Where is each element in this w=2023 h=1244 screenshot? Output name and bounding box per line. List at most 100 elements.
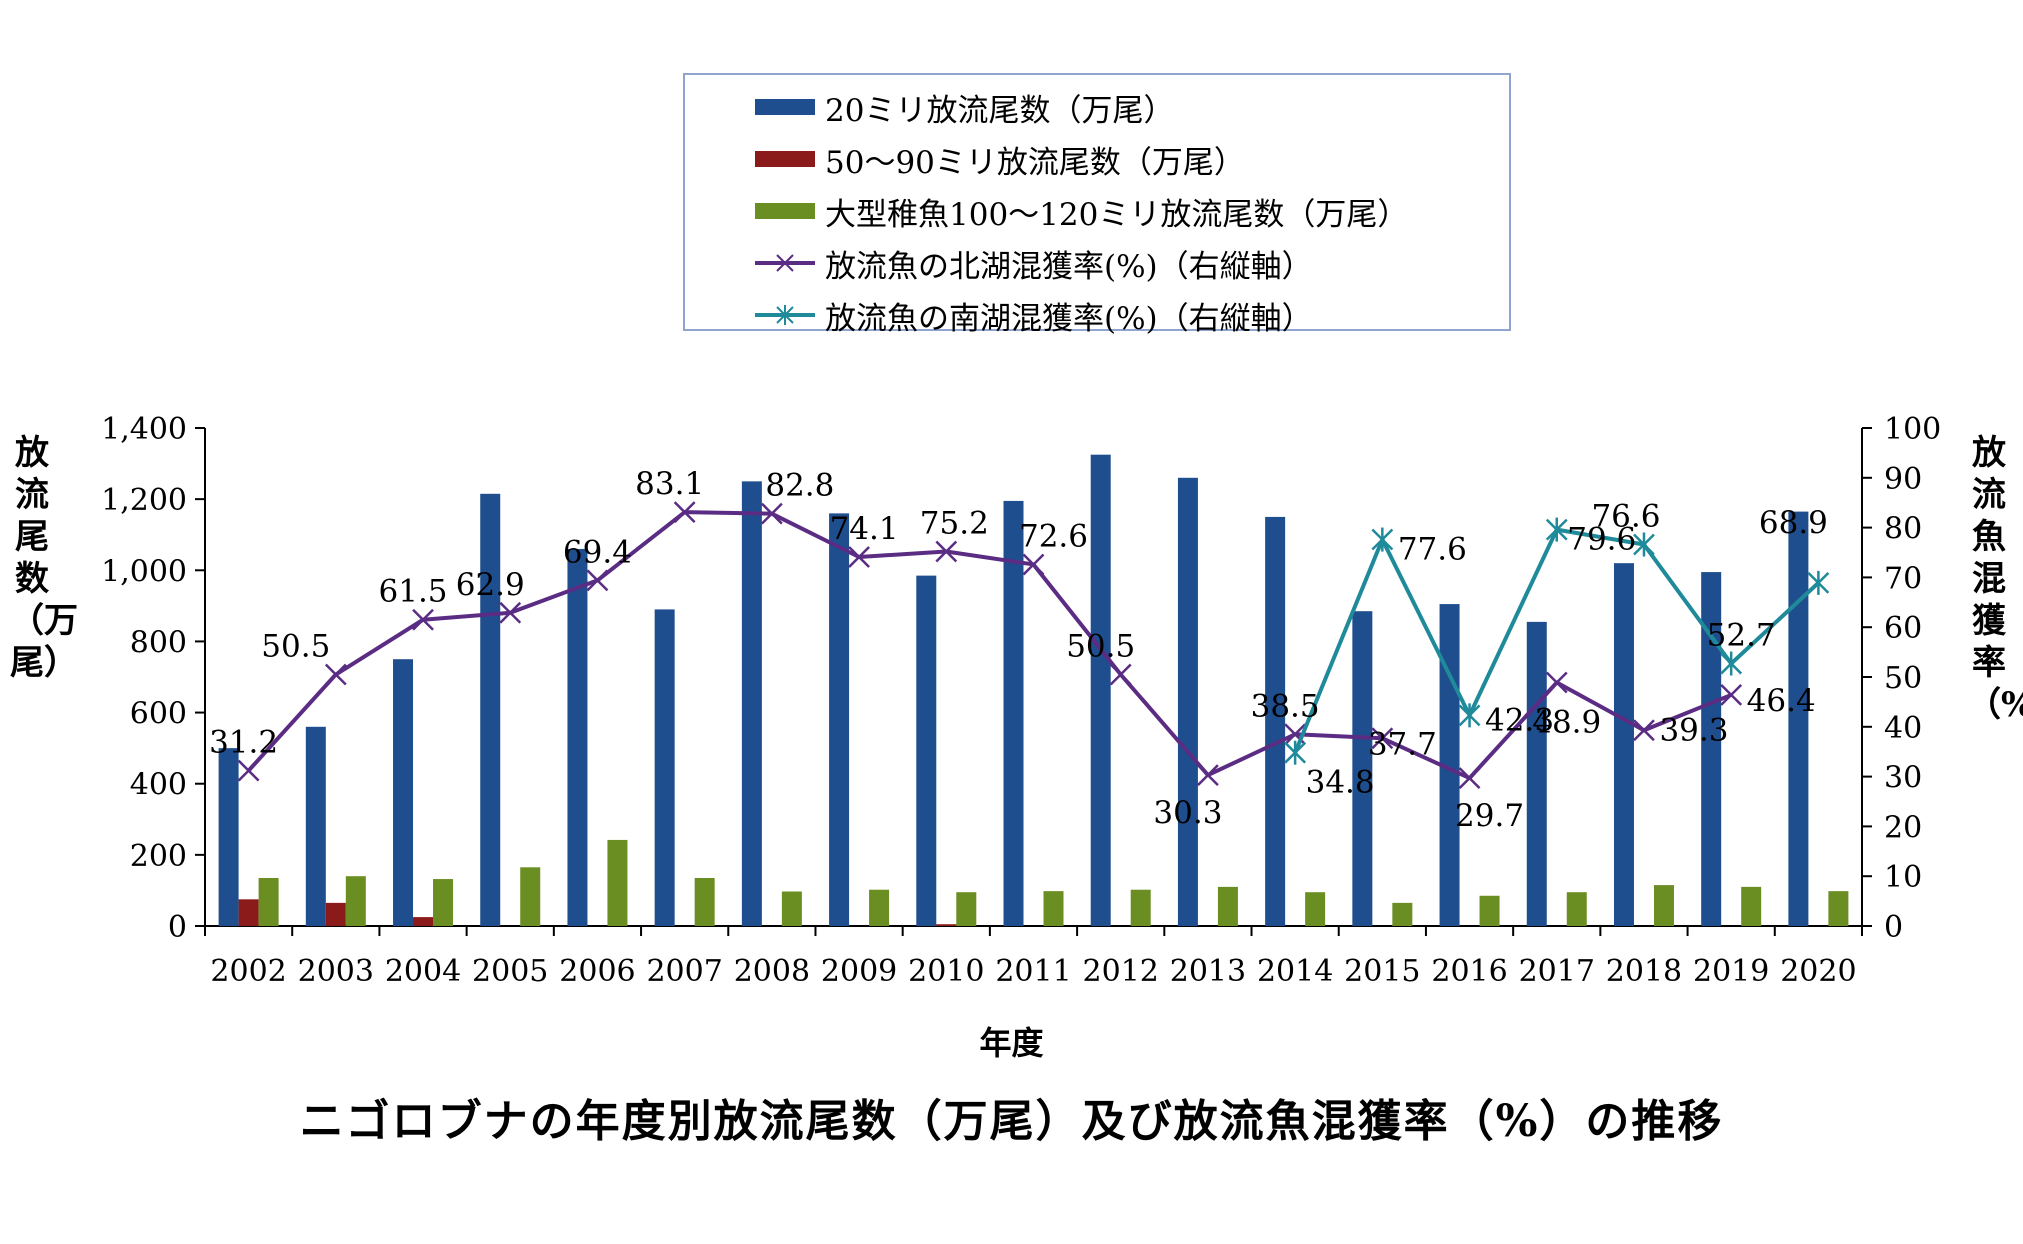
x-tick-label: 2003 [298,954,374,989]
legend-swatch-s5 [755,305,815,325]
bar-s1 [1526,621,1547,926]
marker-s4 [1371,727,1394,750]
x-tick-label: 2014 [1257,954,1333,989]
legend-item-s5: 放流魚の南湖混獲率(%)（右縦軸） [755,295,1313,337]
bar-s1 [1003,500,1024,926]
marker-stroke [673,501,696,524]
data-label-s4: 50.5 [261,629,330,665]
bar-s3 [345,876,366,926]
marker-s5 [1371,527,1394,552]
x-tick-label: 2019 [1693,954,1769,989]
y-right-tick-label: 20 [1884,810,1922,845]
data-label-s5: 77.6 [1398,532,1467,568]
marker-s5 [1720,651,1743,676]
x-tick-label: 2010 [908,954,984,989]
marker-s4 [499,601,522,624]
marker-s4 [324,663,347,686]
y-left-tick-label: 400 [130,768,187,803]
legend-label-s3: 大型稚魚100～120ミリ放流尾数（万尾） [825,196,1409,233]
marker-stroke [1720,684,1743,706]
marker-s4 [1458,767,1481,789]
bar-s3 [1741,886,1762,926]
y-right-tick-label: 50 [1884,661,1922,696]
bar-s3 [869,889,890,926]
x-tick-label: 2017 [1519,954,1595,989]
legend-swatch-s3 [755,203,815,219]
bar-s3 [1043,891,1064,926]
y-right-tick-label: 70 [1884,561,1922,596]
data-label-s4: 83.1 [635,466,704,502]
marker-s4 [1720,684,1743,706]
bar-s1 [393,659,414,926]
legend: 20ミリ放流尾数（万尾） 50～90ミリ放流尾数（万尾） 大型稚魚100～120… [683,73,1511,337]
data-label-s5: 68.9 [1759,505,1828,541]
bar-s3 [694,877,715,926]
marker-stroke [1022,553,1045,576]
bar-s3 [258,877,279,926]
legend-item-s3: 大型稚魚100～120ミリ放流尾数（万尾） [755,191,1409,233]
y-right-tick-label: 40 [1884,711,1922,746]
bar-s1 [567,548,588,926]
x-tick-label: 2015 [1344,954,1420,989]
legend-swatch-s1 [755,99,815,115]
x-axis-label: 年度 [979,1024,1044,1062]
x-tick-label: 2005 [472,954,548,989]
data-label-s4: 37.7 [1368,726,1437,762]
bar-s3 [1130,889,1151,926]
data-label-s4: 29.7 [1455,798,1524,834]
marker-stroke [1109,663,1132,686]
y-right-tick-label: 60 [1884,611,1922,646]
marker-s4 [848,546,870,568]
data-label-s4: 48.9 [1532,704,1601,740]
data-label-s4: 30.3 [1153,795,1222,831]
bar-s1 [1265,516,1286,926]
marker-stroke [1371,727,1394,750]
legend-swatch-s2 [755,151,815,167]
data-label-s4: 61.5 [379,574,448,610]
bar-s3 [1828,891,1849,926]
data-label-s5: 42.3 [1485,702,1554,738]
marker-s4 [586,569,609,592]
legend-label-s1: 20ミリ放流尾数（万尾） [825,92,1175,129]
bar-s3 [1305,892,1326,926]
y-right-tick-label: 10 [1884,860,1922,895]
marker-stroke [1545,671,1568,694]
marker-stroke [1284,723,1307,746]
y-left-tick-label: 1,200 [101,483,187,518]
y-left-tick-label: 200 [130,839,187,874]
marker-s4 [935,540,958,563]
data-label-s4: 69.4 [563,534,632,570]
bar-s1 [480,493,501,926]
data-label-s4: 82.8 [765,468,834,504]
line-s4 [247,510,1732,781]
y-right-tick-label: 30 [1884,761,1922,796]
marker-s4 [237,759,260,782]
marker-stroke [1633,719,1655,742]
marker-stroke [324,663,347,686]
bar-s3 [781,891,802,926]
bar-s3 [1479,895,1500,926]
bar-s3 [433,879,454,926]
data-label-s5: 52.7 [1707,618,1776,654]
legend-label-s4: 放流魚の北湖混獲率(%)（右縦軸） [825,248,1313,285]
legend-label-s2: 50～90ミリ放流尾数（万尾） [825,144,1245,181]
legend-item-s4: 放流魚の北湖混獲率(%)（右縦軸） [755,243,1313,285]
data-label-s4: 31.2 [209,725,278,761]
data-labels: 31.2 50.5 61.5 62.9 69.483.1 82.8 74.1 75.2 72.6… [209,466,1828,834]
marker-s5 [1458,703,1481,728]
x-tick-label: 2007 [646,954,722,989]
bar-s1 [1788,511,1809,926]
marker-stroke [1197,764,1219,786]
marker-s4 [412,608,434,631]
data-label-s4: 39.3 [1659,712,1728,748]
marker-stroke [499,601,522,624]
marker-s4 [1197,764,1219,786]
legend-item-s1: 20ミリ放流尾数（万尾） [755,87,1175,129]
marker-stroke [1458,767,1481,789]
y-right-tick-label: 80 [1884,512,1922,547]
y-right-tick-label: 0 [1884,910,1903,945]
bar-s1 [1177,477,1198,926]
bar-s1 [741,481,762,926]
marker-s5 [1807,570,1830,595]
